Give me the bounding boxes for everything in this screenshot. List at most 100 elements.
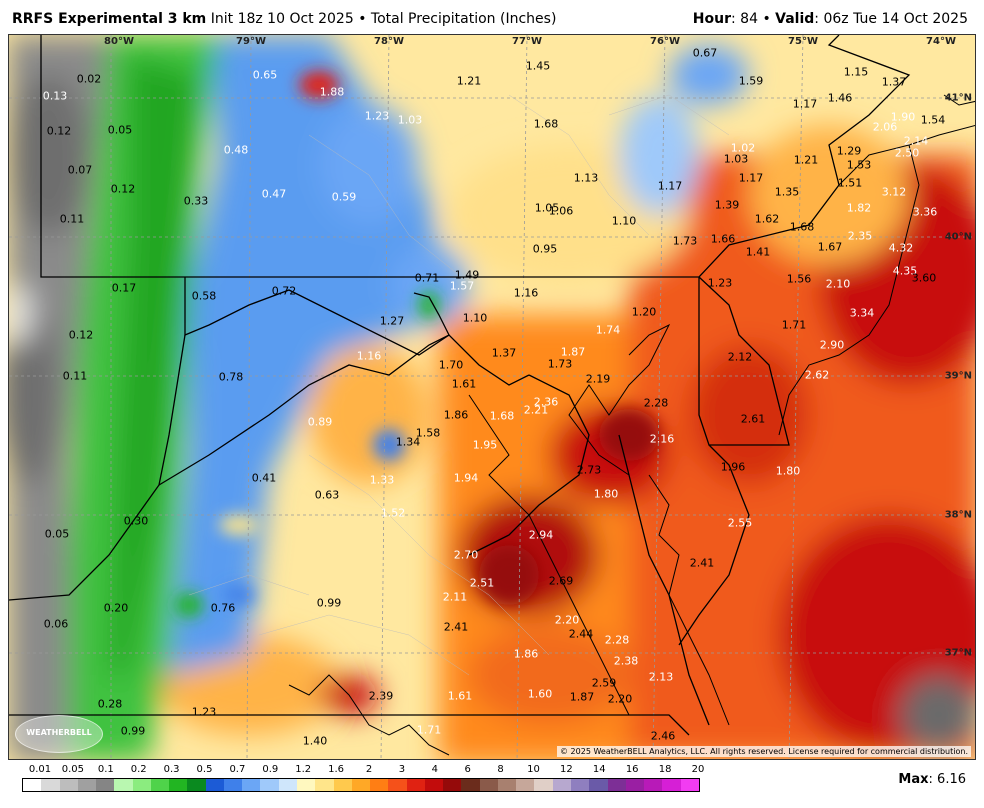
colorbar-swatch (242, 779, 261, 791)
precip-value-label: 1.61 (451, 377, 477, 391)
precip-value-label: 1.06 (548, 204, 574, 218)
precip-value-label: 2.38 (613, 654, 639, 668)
precip-value-label: 0.59 (331, 190, 357, 204)
colorbar-swatch (260, 779, 279, 791)
precip-value-label: 1.62 (754, 212, 780, 226)
hour-value: : 84 (731, 11, 758, 27)
precip-value-label: 2.55 (727, 516, 753, 530)
colorbar-swatch (351, 779, 371, 791)
precip-value-label: 0.17 (111, 281, 137, 295)
precip-value-label: 1.39 (714, 198, 740, 212)
hour-label: Hour (692, 11, 731, 27)
precip-value-label: 2.50 (894, 146, 920, 160)
precip-value-label: 0.13 (42, 89, 68, 103)
colorbar-swatch (223, 779, 243, 791)
precip-value-label: 0.99 (316, 596, 342, 610)
precip-value-label: 1.87 (560, 345, 586, 359)
precip-value-label: 1.56 (786, 272, 812, 286)
precip-value-label: 1.86 (513, 647, 539, 661)
colorbar-tick-label: 0.9 (262, 764, 279, 775)
precip-value-label: 1.68 (489, 409, 515, 423)
colorbar-swatch (461, 779, 480, 791)
precip-value-label: 1.29 (836, 144, 862, 158)
precip-value-label: 3.34 (849, 306, 875, 320)
precip-value-label: 1.34 (395, 435, 421, 449)
precip-value-label: 1.10 (611, 214, 637, 228)
precip-value-label: 2.62 (804, 368, 830, 382)
precip-value-label: 0.58 (191, 289, 217, 303)
colorbar-tick-label: 0.2 (130, 764, 147, 775)
precip-value-label: 1.71 (416, 723, 442, 737)
colorbar-swatch (41, 779, 60, 791)
colorbar-ticks: 0.01 0.05 0.1 0.2 0.3 0.5 0.7 0.9 1.2 1.6 2 3 4 6 8 10 1… (22, 764, 705, 778)
colorbar-swatch (333, 779, 352, 791)
lat-label-38n: 38°N (944, 509, 972, 521)
precip-value-label: 1.73 (547, 357, 573, 371)
precip-value-label: 2.35 (847, 229, 873, 243)
weatherbell-logo: WEATHERBELL (15, 715, 103, 753)
colorbar-tick-label: 6 (464, 764, 471, 775)
precip-value-label: 1.13 (573, 171, 599, 185)
colorbar-swatch (132, 779, 151, 791)
precip-value-label: 0.06 (43, 617, 69, 631)
precip-value-label: 0.28 (97, 697, 123, 711)
colorbar-swatch (625, 779, 645, 791)
precip-value-label: 0.47 (261, 187, 287, 201)
colorbar-swatch (388, 779, 407, 791)
colorbar-swatch (315, 779, 334, 791)
precip-value-label: 1.45 (525, 59, 551, 73)
colorbar-swatch (187, 779, 206, 791)
product-name: Total Precipitation (Inches) (370, 11, 557, 27)
precip-value-label: 1.90 (890, 110, 916, 124)
precip-value-label: 1.80 (775, 464, 801, 478)
precip-value-label: 0.41 (251, 471, 277, 485)
precip-value-label: 2.70 (453, 548, 479, 562)
precip-value-label: 2.44 (568, 627, 594, 641)
header-bar: RRFS Experimental 3 km Init 18z 10 Oct 2… (0, 0, 984, 34)
precip-value-label: 1.21 (456, 74, 482, 88)
lat-label-40n: 40°N (944, 231, 972, 243)
precip-value-label: 4.32 (888, 241, 914, 255)
precip-value-label: 1.52 (380, 506, 406, 520)
precip-value-label: 1.88 (319, 85, 345, 99)
colorbar-swatch (607, 779, 626, 791)
map-title: RRFS Experimental 3 km Init 18z 10 Oct 2… (12, 11, 556, 27)
precip-value-label: 1.05 (534, 201, 560, 215)
precip-value-label: 2.20 (554, 613, 580, 627)
precip-value-label: 1.23 (364, 109, 390, 123)
precip-value-label: 2.41 (443, 620, 469, 634)
precip-value-label: 1.17 (657, 179, 683, 193)
precip-value-label: 1.51 (837, 176, 863, 190)
precip-value-label: 2.11 (442, 590, 468, 604)
colorbar-swatch (570, 779, 590, 791)
lon-label-74w: 74°W (926, 36, 956, 47)
colorbar-swatch (59, 779, 78, 791)
colorbar-tick-label: 4 (431, 764, 438, 775)
precip-value-label: 1.68 (789, 220, 815, 234)
precip-value-label: 0.89 (307, 415, 333, 429)
colorbar-swatch (516, 779, 535, 791)
precip-value-label: 1.66 (710, 232, 736, 246)
precip-value-label: 2.73 (576, 463, 602, 477)
precip-value-label: 2.36 (533, 395, 559, 409)
colorbar-swatch (680, 779, 699, 791)
precip-value-label: 1.17 (738, 171, 764, 185)
colorbar-tick-label: 8 (497, 764, 504, 775)
precip-value-label: 0.07 (67, 163, 93, 177)
precip-value-label: 1.46 (827, 91, 853, 105)
precip-value-label: 2.69 (548, 574, 574, 588)
colorbar-swatch (589, 779, 608, 791)
precip-value-label: 0.78 (218, 370, 244, 384)
precip-value-label: 1.33 (369, 473, 395, 487)
precip-value-label: 2.28 (604, 633, 630, 647)
precip-value-label: 1.70 (438, 358, 464, 372)
precip-value-label: 1.40 (302, 734, 328, 748)
precip-value-label: 2.46 (650, 729, 676, 743)
precip-value-label: 0.30 (123, 514, 149, 528)
colorbar-swatch (296, 779, 316, 791)
valid-separator: • (762, 11, 771, 27)
precip-value-label: 1.87 (569, 690, 595, 704)
lat-label-41n: 41°N (944, 92, 972, 104)
lon-label-78w: 78°W (374, 36, 404, 47)
precip-value-label: 1.23 (707, 276, 733, 290)
